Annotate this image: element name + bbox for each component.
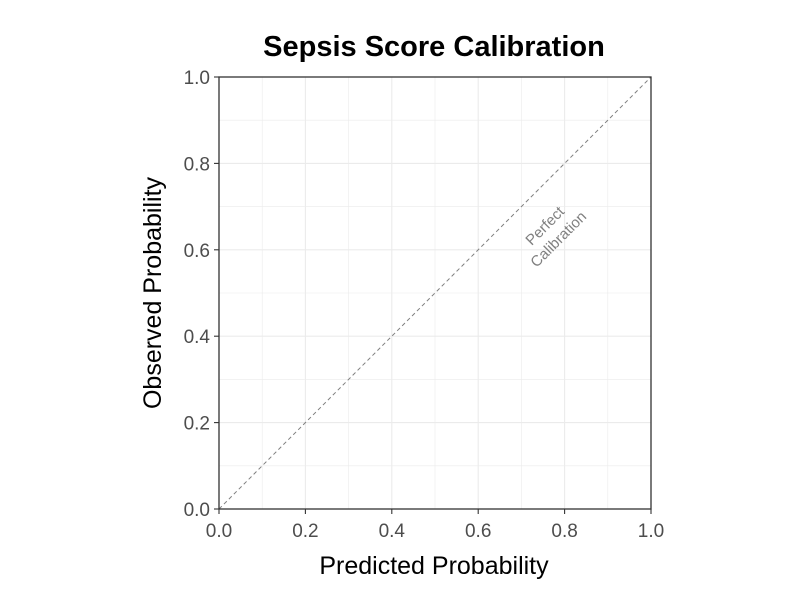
x-tick-label: 0.2 (292, 521, 318, 542)
y-tick-label: 0.6 (184, 241, 210, 262)
chart-title: Sepsis Score Calibration (263, 31, 605, 63)
x-tick-label: 0.6 (465, 521, 491, 542)
y-tick-label: 1.0 (184, 68, 210, 89)
x-axis-ticks: 0.0 0.2 0.4 0.6 0.8 1.0 (206, 509, 664, 542)
panel-border (218, 76, 652, 510)
y-tick-label: 0.4 (184, 327, 211, 348)
y-tick-label: 0.8 (184, 154, 210, 175)
perfect-calibration-line (218, 76, 652, 510)
y-axis-title: Observed Probability (139, 176, 167, 409)
x-tick-label: 0.8 (551, 521, 577, 542)
x-axis-title: Predicted Probability (319, 552, 549, 580)
x-tick-label: 0.0 (206, 521, 232, 542)
y-tick-label: 0.0 (184, 500, 210, 521)
annotation-layer: PerfectCalibration (514, 195, 590, 271)
reference-line-layer (218, 76, 652, 510)
x-tick-label: 0.4 (379, 521, 406, 542)
annotation-perfect-calibration: PerfectCalibration (514, 195, 590, 271)
y-tick-label: 0.2 (184, 414, 210, 435)
y-axis-ticks: 0.0 0.2 0.4 0.6 0.8 1.0 (184, 68, 219, 521)
x-tick-label: 1.0 (638, 521, 664, 542)
